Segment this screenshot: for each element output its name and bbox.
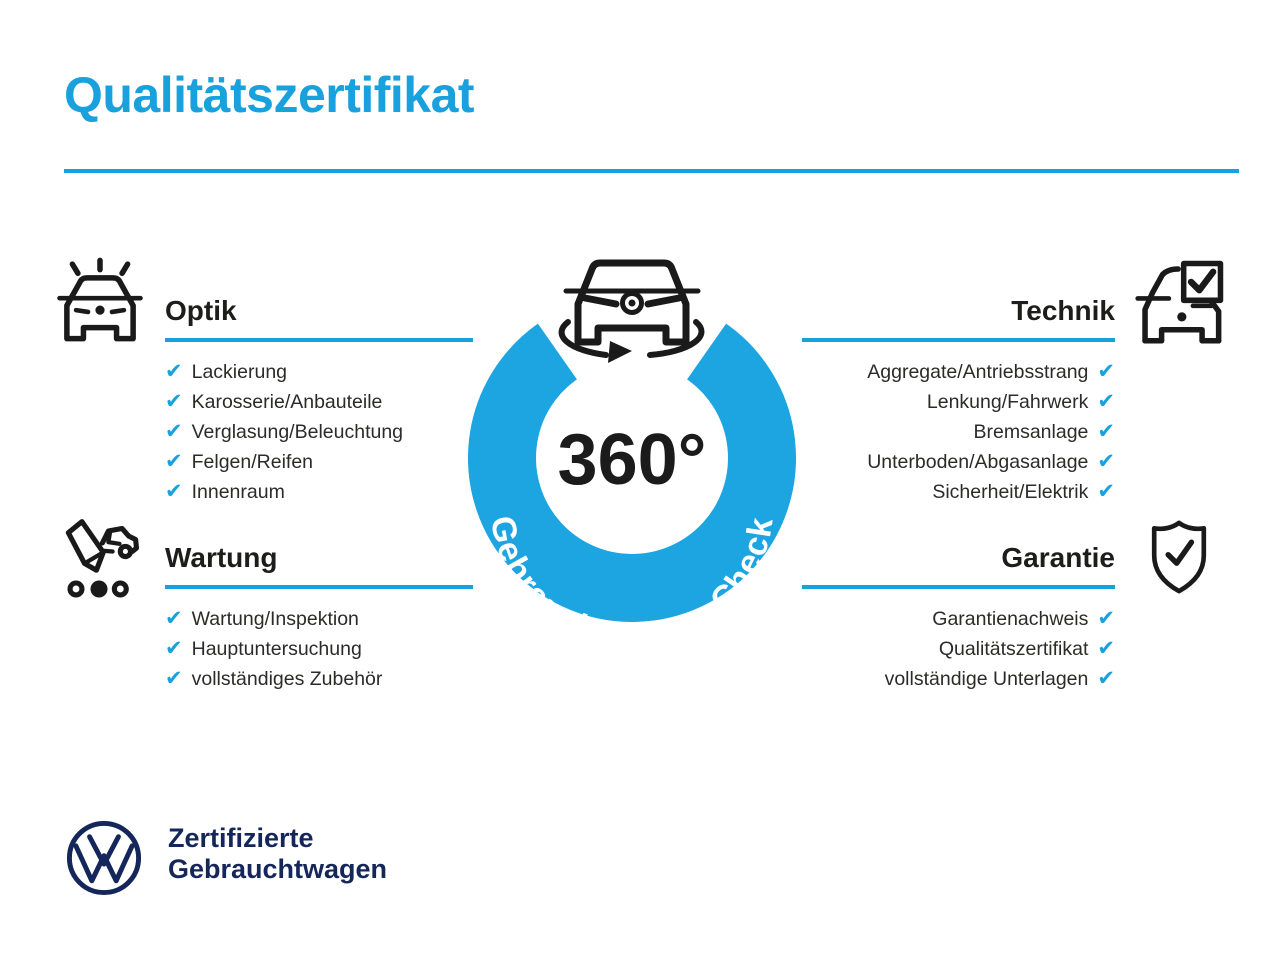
car-rotation-icon	[558, 259, 705, 363]
item-label: Hauptuntersuchung	[191, 637, 362, 660]
title-divider	[64, 169, 1239, 173]
section-technik-title: Technik	[1011, 295, 1115, 326]
list-item: ✔ Hauptuntersuchung	[165, 634, 473, 664]
list-item: ✔ vollständiges Zubehör	[165, 664, 473, 694]
check-icon: ✔	[165, 666, 183, 690]
item-label: Verglasung/Beleuchtung	[191, 420, 404, 443]
list-item: ✔ Lackierung	[165, 357, 473, 387]
item-label: Bremsanlage	[973, 420, 1089, 443]
check-icon: ✔	[1097, 389, 1115, 413]
item-label: Unterboden/Abgasanlage	[867, 450, 1089, 473]
section-garantie-title: Garantie	[1001, 542, 1115, 573]
check-icon: ✔	[1097, 606, 1115, 630]
shield-check-icon	[1148, 518, 1210, 596]
list-item: Aggregate/Antriebsstrang ✔	[802, 357, 1115, 387]
section-garantie-header: Garantie	[802, 542, 1115, 589]
item-label: Innenraum	[191, 480, 285, 503]
item-label: vollständiges Zubehör	[191, 667, 383, 690]
list-item: ✔ Karosserie/Anbauteile	[165, 387, 473, 417]
section-technik-list: Aggregate/Antriebsstrang ✔ Lenkung/Fahrwe…	[802, 357, 1115, 507]
list-item: Qualitätszertifikat ✔	[802, 634, 1115, 664]
car-checkbox-icon	[1134, 258, 1226, 350]
center-360-badge: Gebrauchtwagen-Check 360°	[432, 238, 832, 638]
section-garantie-list: Garantienachweis ✔ Qualitätszertifikat ✔ v…	[802, 604, 1115, 694]
section-technik-header: Technik	[802, 295, 1115, 342]
list-item: Sicherheit/Elektrik ✔	[802, 477, 1115, 507]
check-icon: ✔	[165, 449, 183, 473]
item-label: Garantienachweis	[932, 607, 1089, 630]
brand-line1: Zertifizierte	[168, 823, 314, 853]
check-icon: ✔	[165, 389, 183, 413]
section-optik-header: Optik	[165, 295, 473, 342]
check-icon: ✔	[1097, 666, 1115, 690]
check-icon: ✔	[1097, 449, 1115, 473]
list-item: Garantienachweis ✔	[802, 604, 1115, 634]
list-item: Bremsanlage ✔	[802, 417, 1115, 447]
pencil-car-icon	[56, 514, 142, 606]
check-icon: ✔	[165, 359, 183, 383]
check-icon: ✔	[165, 636, 183, 660]
item-label: Sicherheit/Elektrik	[932, 480, 1089, 503]
degree-label: 360°	[558, 420, 707, 500]
item-label: Lenkung/Fahrwerk	[926, 390, 1089, 413]
section-optik-list: ✔ Lackierung ✔ Karosserie/Anbauteile ✔ Verg…	[165, 357, 473, 507]
brand-text: Zertifizierte Gebrauchtwagen	[168, 823, 387, 885]
item-label: Wartung/Inspektion	[191, 607, 359, 630]
list-item: ✔ Verglasung/Beleuchtung	[165, 417, 473, 447]
section-wartung-title: Wartung	[165, 542, 278, 573]
section-optik: Optik ✔ Lackierung ✔ Karosserie/Anbauteile…	[165, 295, 473, 507]
item-label: Lackierung	[191, 360, 288, 383]
list-item: ✔ Wartung/Inspektion	[165, 604, 473, 634]
brand-line2: Gebrauchtwagen	[168, 854, 388, 884]
item-label: Qualitätszertifikat	[938, 637, 1089, 660]
item-label: vollständige Unterlagen	[884, 667, 1089, 690]
item-label: Karosserie/Anbauteile	[191, 390, 383, 413]
blue-ring	[468, 323, 796, 622]
check-icon: ✔	[165, 606, 183, 630]
check-icon: ✔	[1097, 479, 1115, 503]
check-icon: ✔	[1097, 359, 1115, 383]
section-wartung-header: Wartung	[165, 542, 473, 589]
item-label: Felgen/Reifen	[191, 450, 314, 473]
list-item: ✔ Felgen/Reifen	[165, 447, 473, 477]
check-icon: ✔	[165, 419, 183, 443]
list-item: Lenkung/Fahrwerk ✔	[802, 387, 1115, 417]
section-wartung: Wartung ✔ Wartung/Inspektion ✔ Hauptunters…	[165, 542, 473, 694]
section-optik-title: Optik	[165, 295, 237, 326]
item-label: Aggregate/Antriebsstrang	[867, 360, 1089, 383]
vw-logo	[66, 820, 142, 896]
check-icon: ✔	[1097, 636, 1115, 660]
page-title: Qualitätszertifikat	[64, 67, 475, 123]
section-wartung-list: ✔ Wartung/Inspektion ✔ Hauptuntersuchung ✔…	[165, 604, 473, 694]
list-item: vollständige Unterlagen ✔	[802, 664, 1115, 694]
section-garantie: Garantie Garantienachweis ✔ Qualitätszert…	[802, 542, 1115, 694]
car-shine-icon	[54, 254, 146, 346]
section-technik: Technik Aggregate/Antriebsstrang ✔ Lenkun…	[802, 295, 1115, 507]
check-icon: ✔	[1097, 419, 1115, 443]
check-icon: ✔	[165, 479, 183, 503]
list-item: Unterboden/Abgasanlage ✔	[802, 447, 1115, 477]
list-item: ✔ Innenraum	[165, 477, 473, 507]
